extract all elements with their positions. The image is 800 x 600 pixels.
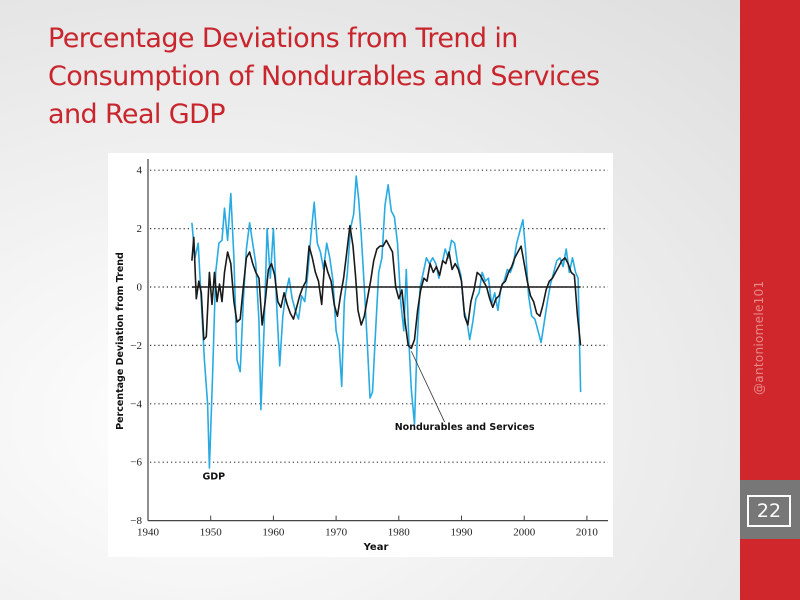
x-tick-label: 1980 bbox=[388, 527, 411, 539]
y-tick-label: 0 bbox=[137, 282, 143, 294]
annotation-leader-line bbox=[410, 351, 445, 423]
axes bbox=[147, 159, 608, 522]
chart-frame: 4 2 0 −2 −4 −6 −8 1940 1950 1960 1970 1980 1990 2000… bbox=[108, 153, 613, 557]
y-tick-label: 4 bbox=[137, 165, 143, 177]
x-tick-label: 2000 bbox=[513, 527, 536, 539]
annotation-gdp: GDP bbox=[203, 472, 226, 483]
x-axis-label: Year bbox=[363, 542, 389, 553]
series-lines bbox=[191, 175, 582, 469]
y-axis-label: Percentage Deviation from Trend bbox=[115, 252, 126, 430]
x-tick-label: 2010 bbox=[576, 527, 599, 539]
x-tick-label: 1950 bbox=[200, 527, 223, 539]
x-tick-label: 1990 bbox=[451, 527, 474, 539]
slide-title-line: and Real GDP bbox=[48, 99, 226, 130]
y-tick-label: −8 bbox=[130, 515, 142, 527]
slide-title-line: Percentage Deviations from Trend in bbox=[48, 23, 518, 54]
annotations: GDP Nondurables and Services bbox=[203, 351, 535, 483]
page-number: 22 bbox=[747, 495, 791, 527]
y-tick-label: 2 bbox=[137, 223, 143, 235]
author-handle: @antoniomele101 bbox=[752, 281, 766, 395]
slide-title-line: Consumption of Nondurables and Services bbox=[48, 61, 600, 92]
y-axis-ticks: 4 2 0 −2 −4 −6 −8 bbox=[130, 165, 142, 527]
x-tick-label: 1970 bbox=[325, 527, 348, 539]
x-axis-ticks: 1940 1950 1960 1970 1980 1990 2000 2010 bbox=[137, 515, 599, 539]
y-tick-label: −2 bbox=[130, 340, 142, 352]
series-line-gdp bbox=[191, 175, 582, 469]
x-tick-label: 1940 bbox=[137, 527, 160, 539]
series-line-nondurables-services bbox=[191, 224, 582, 350]
y-tick-label: −4 bbox=[130, 398, 142, 410]
y-tick-label: −6 bbox=[130, 457, 142, 469]
slide-title: Percentage Deviations from Trend in Cons… bbox=[48, 20, 728, 134]
x-tick-label: 1960 bbox=[262, 527, 285, 539]
annotation-nondurables-services: Nondurables and Services bbox=[395, 422, 535, 433]
chart: 4 2 0 −2 −4 −6 −8 1940 1950 1960 1970 1980 1990 2000… bbox=[115, 159, 608, 553]
